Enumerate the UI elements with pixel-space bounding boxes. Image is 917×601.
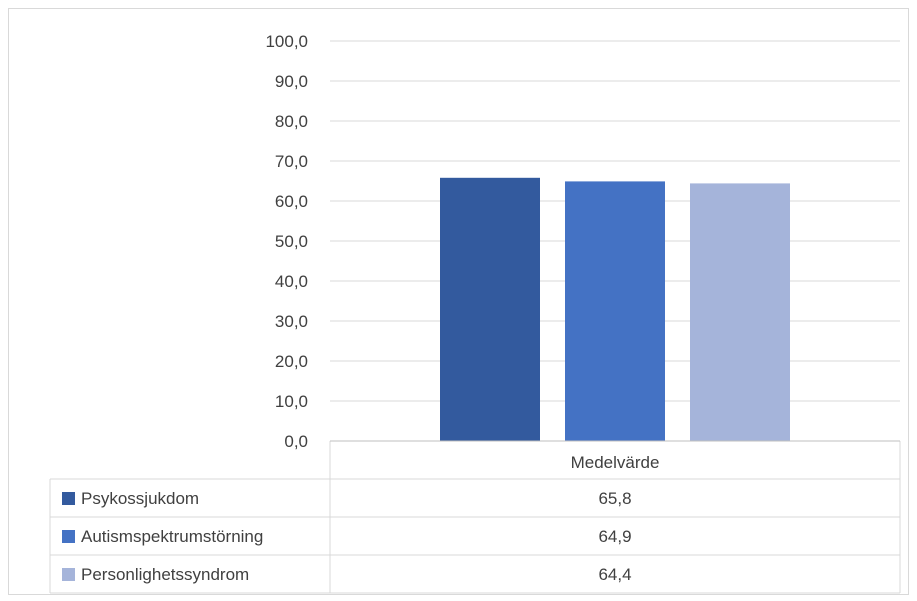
legend-key bbox=[62, 530, 75, 543]
y-tick-label: 10,0 bbox=[275, 392, 308, 411]
gridlines bbox=[330, 40, 900, 402]
bar-autismspektrumstörning bbox=[565, 181, 665, 441]
y-tick-label: 90,0 bbox=[275, 72, 308, 91]
legend-key bbox=[62, 568, 75, 581]
y-tick-label: 80,0 bbox=[275, 112, 308, 131]
y-tick-label: 60,0 bbox=[275, 192, 308, 211]
data-table: Medelvärde Psykossjukdom 65,8 Autismspektru… bbox=[49, 440, 901, 594]
y-tick-label: 100,0 bbox=[265, 32, 308, 51]
legend-label: Psykossjukdom bbox=[81, 489, 199, 508]
data-value-label: 64,9 bbox=[598, 527, 631, 546]
y-tick-label: 20,0 bbox=[275, 352, 308, 371]
bar-personlighetssyndrom bbox=[690, 183, 790, 441]
y-tick-label: 40,0 bbox=[275, 272, 308, 291]
y-tick-label: 30,0 bbox=[275, 312, 308, 331]
y-tick-label: 0,0 bbox=[284, 432, 308, 451]
legend-label: Autismspektrumstörning bbox=[81, 527, 263, 546]
y-tick-label: 70,0 bbox=[275, 152, 308, 171]
x-category-label: Medelvärde bbox=[571, 453, 660, 472]
data-value-label: 64,4 bbox=[598, 565, 631, 584]
y-tick-label: 50,0 bbox=[275, 232, 308, 251]
y-axis-ticks: 0,0 10,0 20,0 30,0 40,0 50,0 60,0 70,0 80,0 90,0 1… bbox=[265, 32, 308, 451]
legend-label: Personlighetssyndrom bbox=[81, 565, 249, 584]
legend-key bbox=[62, 492, 75, 505]
data-value-label: 65,8 bbox=[598, 489, 631, 508]
bars bbox=[440, 177, 790, 442]
bar-psykossjukdom bbox=[440, 177, 540, 442]
